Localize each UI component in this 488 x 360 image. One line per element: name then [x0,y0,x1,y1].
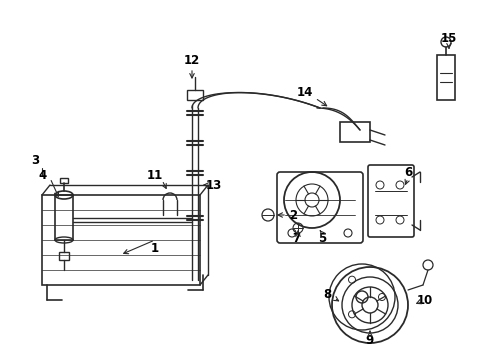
Text: 9: 9 [365,333,373,346]
Text: 6: 6 [403,166,411,179]
Text: 2: 2 [288,208,296,221]
Bar [186,90,203,100]
Text: 4: 4 [39,168,47,181]
Text: 14: 14 [296,86,312,99]
Text: 11: 11 [146,168,163,181]
Bar [60,178,68,183]
Text: 10: 10 [416,293,432,306]
Text: 12: 12 [183,54,200,67]
Text: 15: 15 [440,32,456,45]
Text: 1: 1 [151,242,159,255]
Text: 7: 7 [291,231,300,244]
Text: 3: 3 [31,153,39,166]
Bar [339,122,369,142]
Bar [436,55,454,100]
Text: 13: 13 [205,179,222,192]
Bar [55,195,73,240]
Text: 5: 5 [317,231,325,244]
Bar [59,252,69,260]
Bar [42,195,200,285]
Text: 8: 8 [322,288,330,302]
